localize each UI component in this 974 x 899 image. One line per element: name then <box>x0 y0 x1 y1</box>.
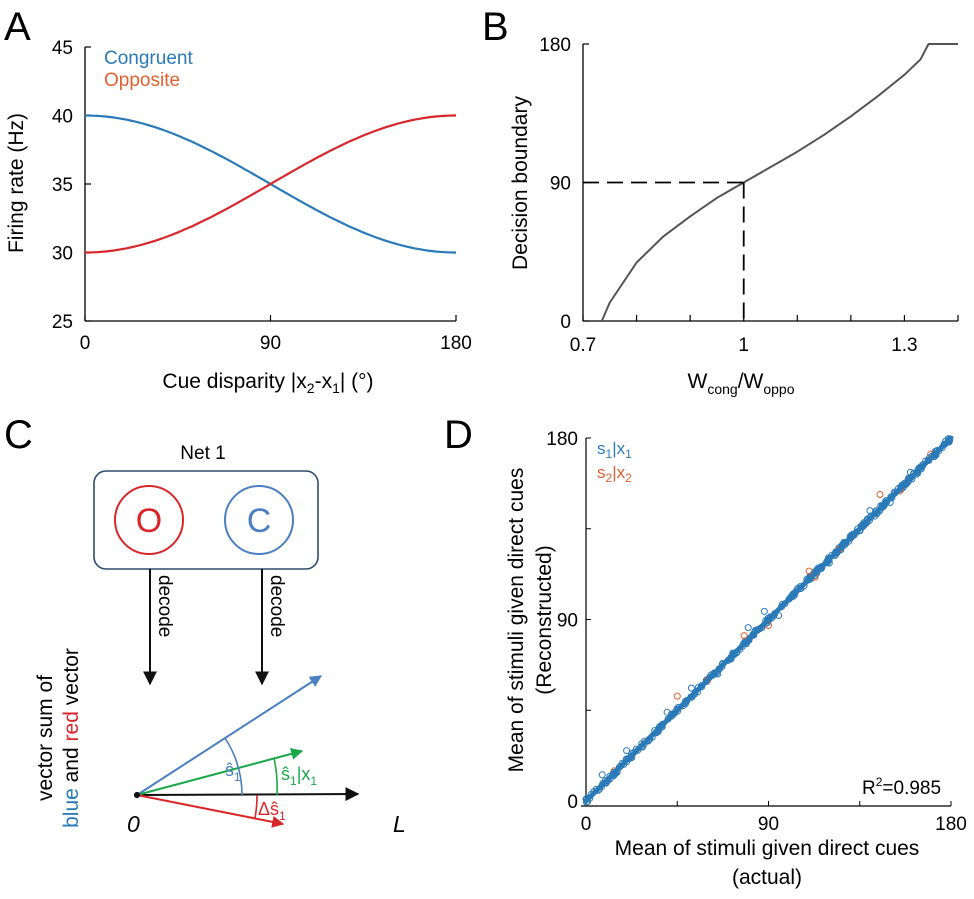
panel-d-ylabel2: (Reconstructed) <box>533 545 556 694</box>
identity-band <box>583 435 954 804</box>
r-squared-annotation: R2=0.985 <box>862 775 941 799</box>
scatter-point-s1x1 <box>687 684 695 692</box>
y-tick-label: 90 <box>550 174 571 195</box>
green-angle-arc <box>273 757 278 796</box>
panel-a-letter: A <box>4 5 31 49</box>
legend-opposite: Opposite <box>104 70 180 91</box>
scatter-point-s2x2 <box>805 567 813 575</box>
y-tick-label: 40 <box>52 107 73 128</box>
l-axis-label: L <box>393 811 406 837</box>
scatter-point-s1x1 <box>744 624 752 632</box>
opposite-neuron-circle <box>114 485 184 555</box>
x-tick-label: 0.7 <box>570 335 596 356</box>
scatter-point-s1x1 <box>623 747 631 755</box>
panel-a-ylabel: Firing rate (Hz) <box>5 113 28 253</box>
y-tick-label: 35 <box>52 175 73 196</box>
panel-a-axes: 0 90 180 25 30 35 40 45 <box>52 38 472 354</box>
side-label-line2: blue and red vector <box>60 648 83 828</box>
panel-a-lines <box>85 114 456 254</box>
legend-congruent: Congruent <box>104 48 193 69</box>
scatter-point-s2x2 <box>673 692 681 700</box>
panel-d-axes: 00 90 90 180 180 <box>546 429 967 835</box>
panel-b-xlabel: Wcong/Woppo <box>688 370 795 397</box>
blue-angle-arc <box>224 737 243 796</box>
opposite-line <box>85 114 456 254</box>
y-tick-label: 45 <box>52 38 73 59</box>
x-tick-label: 180 <box>935 814 967 835</box>
congruent-neuron-circle <box>224 485 294 555</box>
opposite-neuron-label: O <box>136 502 162 540</box>
panel-b-lines <box>583 43 958 322</box>
net-title: Net 1 <box>180 443 225 464</box>
y-tick-label: 30 <box>52 244 73 265</box>
panel-d: D 00 90 90 180 180 s1|x1 s2|x2 R2=0.985 Mean… <box>444 413 967 889</box>
decode-label-left: decode <box>154 575 175 637</box>
panel-c-letter: C <box>4 413 33 457</box>
panel-c: C Net 1 O C decode decode vector sum of … <box>4 413 406 837</box>
l-axis-arrow <box>136 787 360 802</box>
panel-d-scatter <box>582 435 954 806</box>
scatter-point-s2x2 <box>876 491 884 498</box>
x-tick-label: 1.3 <box>891 335 917 356</box>
panel-b: B 0.7 1 1.3 0 90 180 Decision boundary Wcong/… <box>482 5 959 397</box>
scatter-point-s1x1 <box>663 708 671 716</box>
y-tick-label: 90 <box>557 611 578 632</box>
scatter-point-s2x2 <box>740 632 748 640</box>
blue-vector-label: ŝ1 <box>225 760 241 784</box>
scatter-point-s1x1 <box>760 607 768 615</box>
panel-a-xlabel: Cue disparity |x2-x1| (°) <box>162 370 373 396</box>
panel-d-letter: D <box>444 413 473 457</box>
red-vector-label: Δŝ1 <box>258 799 286 823</box>
x-tick-label: 0 <box>80 333 91 354</box>
panel-b-letter: B <box>482 5 509 49</box>
congruent-neuron-label: C <box>247 502 272 540</box>
panel-d-xlabel2: (actual) <box>732 866 802 889</box>
blue-vector <box>136 675 323 796</box>
x-tick-label: 90 <box>260 333 281 354</box>
panel-a: A 0 90 180 25 30 35 40 45 Congruent Opposite Fi… <box>4 5 472 396</box>
x-tick-label: 0 <box>581 814 592 835</box>
x-tick-label: 90 <box>758 814 779 835</box>
x-tick-label: 1 <box>738 335 749 356</box>
y-tick-label: 0 <box>567 792 578 813</box>
side-label-line1: vector sum of <box>34 675 57 801</box>
decode-label-right: decode <box>266 575 287 637</box>
boundary-curve <box>600 43 958 322</box>
red-vector <box>136 794 285 828</box>
scatter-point-s1x1 <box>866 507 874 515</box>
y-tick-label: 25 <box>52 312 73 333</box>
x-tick-label: 180 <box>440 333 472 354</box>
panel-d-ylabel: Mean of stimuli given direct cues <box>505 468 528 773</box>
net-box <box>93 470 319 570</box>
legend-s1x1: s1|x1 <box>597 439 632 461</box>
green-vector-label: ŝ1|x1 <box>281 764 317 788</box>
legend-s2x2: s2|x2 <box>597 463 632 485</box>
y-tick-label: 0 <box>560 312 571 333</box>
red-angle-arc <box>254 794 258 819</box>
origin-label: 0 <box>127 811 140 837</box>
y-tick-label: 180 <box>539 35 571 56</box>
panel-d-xlabel: Mean of stimuli given direct cues <box>615 837 920 860</box>
panel-b-ylabel: Decision boundary <box>509 96 532 270</box>
y-tick-label: 180 <box>546 429 578 450</box>
scatter-point-s1x1 <box>598 771 606 779</box>
panel-b-axes: 0.7 1 1.3 0 90 180 <box>539 35 959 356</box>
